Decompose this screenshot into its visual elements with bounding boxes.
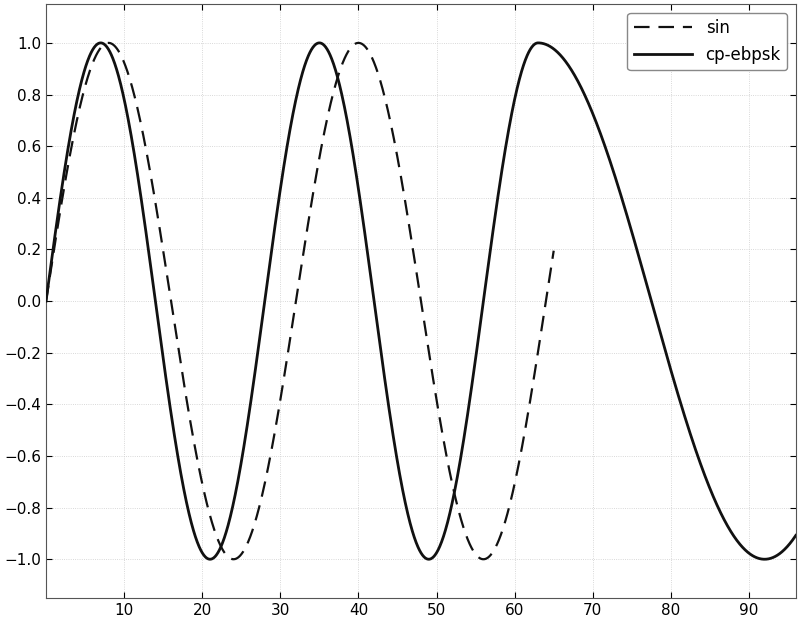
- sin: [442, 451, 451, 458]
- Legend: sin, cp-ebpsk: sin, cp-ebpsk: [627, 12, 787, 70]
- cp-ebpsk: [496, 173, 506, 180]
- sin: [534, 339, 544, 346]
- cp-ebpsk: [196, 547, 206, 554]
- sin: [42, 297, 51, 305]
- cp-ebpsk: [791, 532, 800, 539]
- sin: [67, 141, 77, 148]
- cp-ebpsk: [42, 297, 51, 305]
- sin: [275, 399, 285, 406]
- sin: [289, 314, 298, 322]
- cp-ebpsk: [614, 182, 623, 190]
- sin: [229, 555, 238, 563]
- cp-ebpsk: [206, 555, 215, 563]
- sin: [534, 340, 544, 348]
- cp-ebpsk: [534, 39, 543, 47]
- sin: [104, 39, 114, 47]
- Line: sin: sin: [46, 43, 554, 559]
- cp-ebpsk: [138, 207, 148, 214]
- cp-ebpsk: [171, 443, 181, 450]
- Line: cp-ebpsk: cp-ebpsk: [46, 43, 796, 559]
- cp-ebpsk: [330, 63, 339, 71]
- sin: [549, 247, 558, 254]
